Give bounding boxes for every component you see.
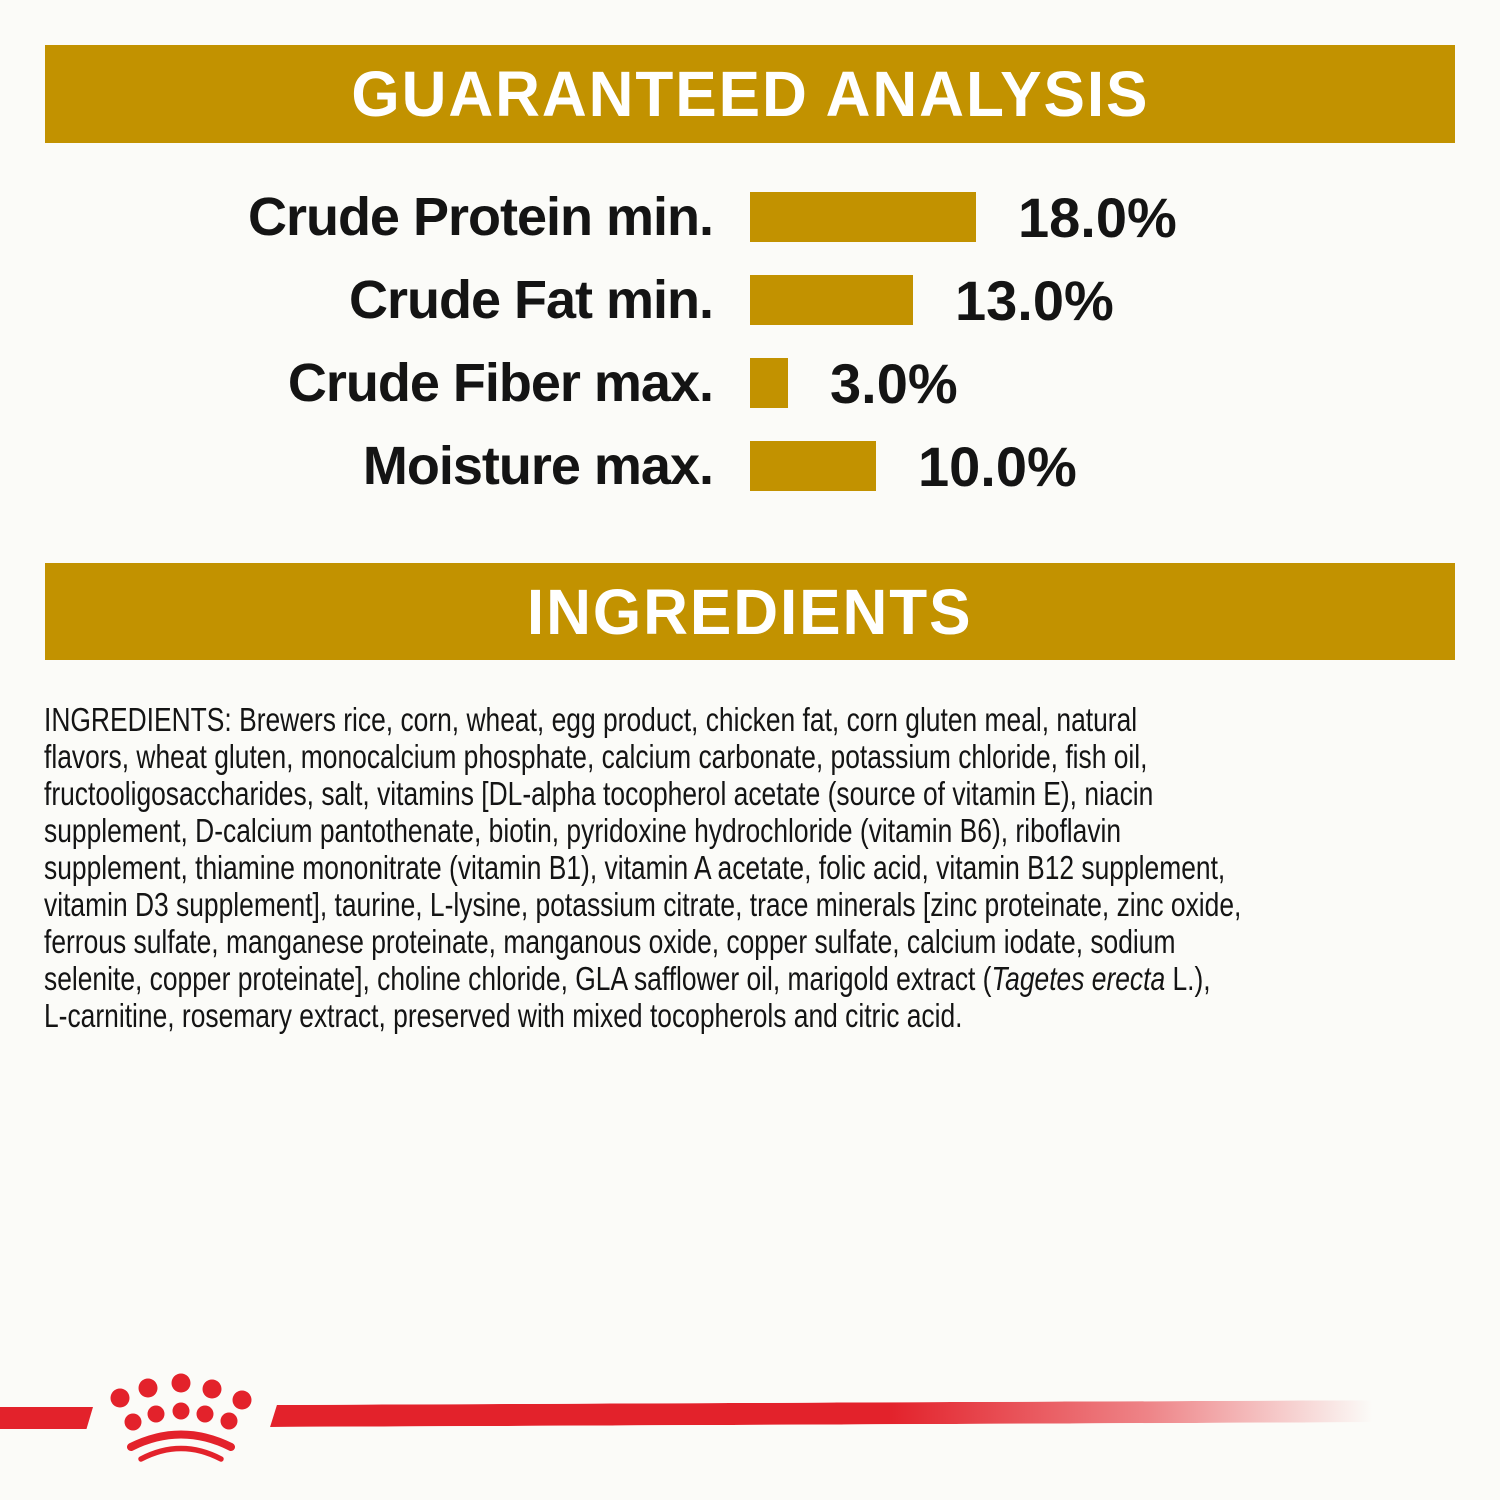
ingredients-line: flavors, wheat gluten, monocalcium phosp… xyxy=(44,738,1148,775)
analysis-row-crude-fat: Crude Fat min. 13.0% xyxy=(0,269,1500,332)
analysis-label: Moisture max. xyxy=(362,436,714,496)
ingredients-line-segment: selenite, copper proteinate], choline ch… xyxy=(44,960,992,997)
ingredients-text: INGREDIENTS: Brewers rice, corn, wheat, … xyxy=(44,701,1460,1034)
analysis-label: Crude Fat min. xyxy=(348,270,714,330)
analysis-value: 10.0% xyxy=(918,434,1077,498)
guaranteed-analysis-chart: Crude Protein min. 18.0% Crude Fat min. … xyxy=(0,186,1500,524)
ingredients-line: vitamin D3 supplement], taurine, L-lysin… xyxy=(44,886,1242,923)
ingredients-latin-name: Tagetes erecta xyxy=(991,960,1166,997)
royal-canin-crown-icon xyxy=(110,1373,252,1462)
guaranteed-analysis-title: GUARANTEED ANALYSIS xyxy=(350,58,1150,130)
analysis-bar xyxy=(750,275,913,325)
ingredients-title: INGREDIENTS xyxy=(527,575,973,648)
analysis-value: 18.0% xyxy=(1018,185,1177,249)
analysis-value: 3.0% xyxy=(830,351,958,415)
analysis-label: Crude Fiber max. xyxy=(287,353,714,413)
analysis-row-crude-fiber: Crude Fiber max. 3.0% xyxy=(0,352,1500,415)
ingredients-line: fructooligosaccharides, salt, vitamins [… xyxy=(44,775,1154,812)
ingredients-line: L-carnitine, rosemary extract, preserved… xyxy=(44,997,963,1034)
analysis-value: 13.0% xyxy=(955,268,1114,332)
guaranteed-analysis-banner: GUARANTEED ANALYSIS xyxy=(45,45,1455,143)
ingredients-line: supplement, D-calcium pantothenate, biot… xyxy=(44,812,1122,849)
red-band-left xyxy=(0,1407,93,1429)
analysis-bar xyxy=(750,441,876,491)
ingredients-line: supplement, thiamine mononitrate (vitami… xyxy=(44,849,1226,886)
analysis-bar xyxy=(750,358,788,408)
ingredients-line: selenite, copper proteinate], choline ch… xyxy=(44,960,1460,997)
analysis-row-crude-protein: Crude Protein min. 18.0% xyxy=(0,186,1500,249)
ingredients-line-segment: L.), xyxy=(1165,960,1211,997)
ingredients-banner: INGREDIENTS xyxy=(45,563,1455,660)
red-band-right xyxy=(270,1400,1395,1427)
analysis-row-moisture: Moisture max. 10.0% xyxy=(0,435,1500,498)
ingredients-line: INGREDIENTS: Brewers rice, corn, wheat, … xyxy=(44,701,1138,738)
ingredients-line: ferrous sulfate, manganese proteinate, m… xyxy=(44,923,1176,960)
analysis-label: Crude Protein min. xyxy=(247,187,714,247)
analysis-bar xyxy=(750,192,976,242)
